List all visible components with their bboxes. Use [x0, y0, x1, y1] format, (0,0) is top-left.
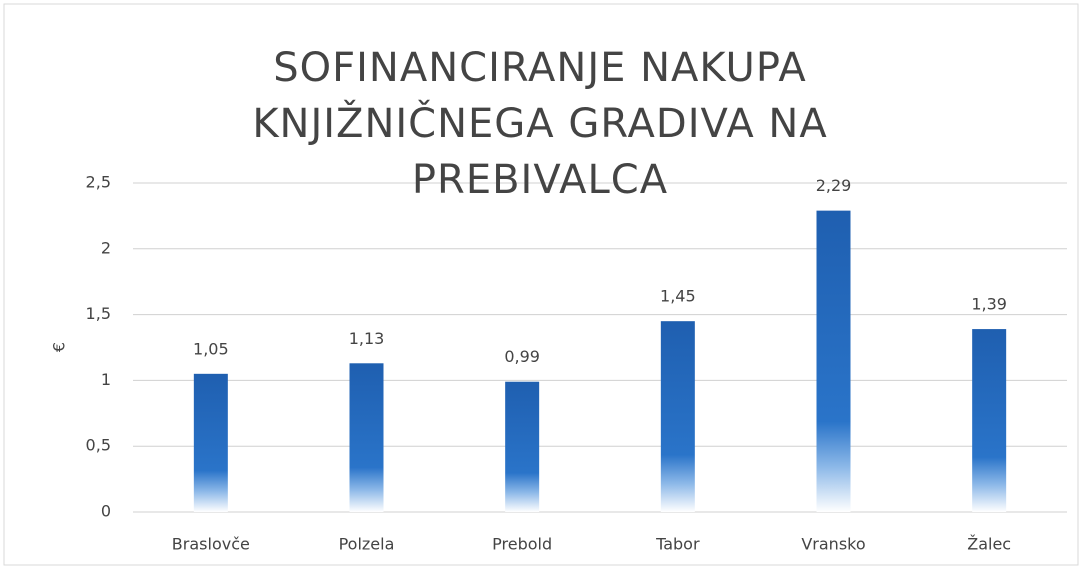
bar	[193, 373, 228, 512]
chart-title: SOFINANCIRANJE NAKUPA KNJIŽNIČNEGA GRADI…	[252, 45, 828, 203]
x-tick-label: Prebold	[492, 535, 552, 554]
chart-border	[3, 3, 1079, 566]
x-tick-label: Žalec	[967, 535, 1011, 554]
x-tick-label: Polzela	[339, 535, 395, 554]
bar	[505, 381, 540, 512]
y-tick-label: 1	[101, 370, 111, 389]
x-tick-label: Vransko	[801, 535, 865, 554]
data-label: 1,45	[660, 287, 696, 306]
y-tick-label: 2	[101, 238, 111, 257]
bar	[816, 210, 851, 513]
data-label: 2,29	[816, 176, 852, 195]
data-label: 1,39	[971, 295, 1007, 314]
y-tick-label: 2,5	[86, 173, 111, 192]
y-tick-label: 0,5	[86, 436, 111, 455]
x-tick-label: Tabor	[655, 535, 700, 554]
y-tick-label: 0	[101, 502, 111, 521]
data-label: 1,13	[349, 329, 385, 348]
y-axis-label: €	[50, 342, 69, 352]
bar	[660, 321, 695, 512]
x-tick-label: Braslovče	[172, 535, 250, 554]
bar	[972, 329, 1007, 512]
bar	[349, 363, 384, 512]
data-label: 0,99	[504, 347, 540, 366]
y-tick-label: 1,5	[86, 304, 111, 323]
data-label: 1,05	[193, 339, 229, 358]
